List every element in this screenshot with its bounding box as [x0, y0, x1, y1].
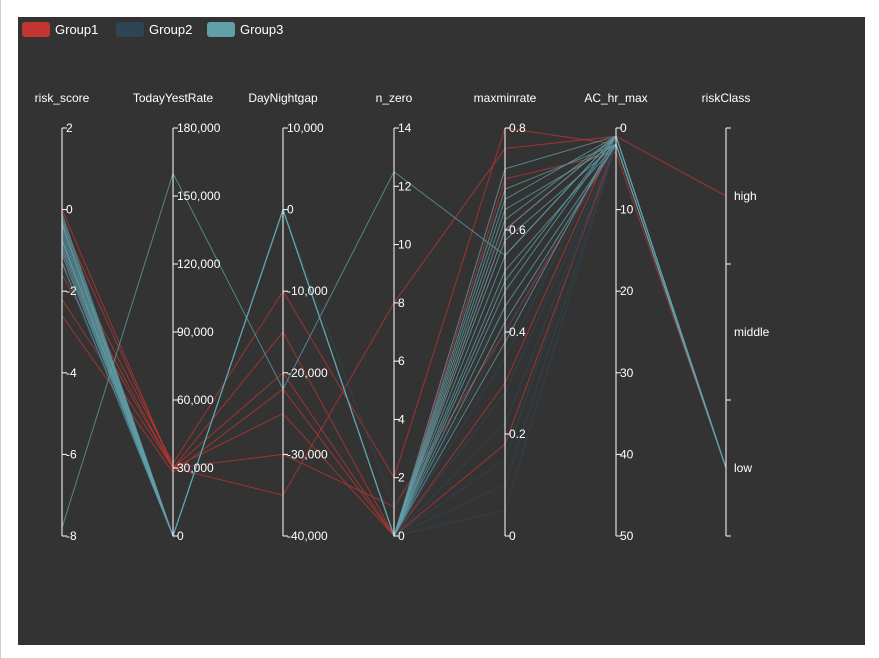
tick-label: 0.8: [509, 121, 526, 135]
legend-swatch-group3: [207, 22, 235, 37]
legend-swatch-group1: [22, 22, 50, 37]
legend[interactable]: Group1 Group2 Group3: [22, 22, 283, 37]
tick-label: 180,000: [177, 121, 221, 135]
tick-label: -10,000: [287, 284, 328, 298]
tick-label: -8: [66, 529, 77, 543]
tick-label: -4: [66, 366, 77, 380]
tick-label: 40: [620, 447, 634, 461]
tick-label: 50: [620, 529, 634, 543]
axis-ac-hr-max: AC_hr_max 0 10 20 30 40 50: [584, 91, 647, 543]
legend-swatch-group2: [116, 22, 144, 37]
axis-name-risk-score: risk_score: [35, 91, 90, 105]
tick-label: 120,000: [177, 257, 221, 271]
tick-label: 12: [398, 179, 412, 193]
tick-label: 6: [398, 354, 405, 368]
tick-label: 0: [620, 121, 627, 135]
legend-label-group2: Group2: [149, 22, 192, 37]
tick-label: 20: [620, 284, 634, 298]
tick-label: 2: [66, 121, 73, 135]
tick-label: 60,000: [177, 393, 214, 407]
axis-name-ac-hr-max: AC_hr_max: [584, 91, 647, 105]
tick-label: -40,000: [287, 529, 328, 543]
tick-label: 0.4: [509, 325, 526, 339]
tick-label: 0: [287, 203, 294, 217]
axis-name-n-zero: n_zero: [376, 91, 413, 105]
axis-name-todayyestrate: TodayYestRate: [133, 91, 214, 105]
tick-label: 10,000: [287, 121, 324, 135]
legend-item-group1[interactable]: Group1: [22, 22, 98, 37]
tick-label: 30,000: [177, 461, 214, 475]
tick-label: 10: [398, 238, 412, 252]
legend-label-group1: Group1: [55, 22, 98, 37]
axis-name-riskclass: riskClass: [702, 91, 751, 105]
axis-daynightgap: DayNightgap 10,000 0 -10,000 -20,000 -30,000 -…: [248, 91, 328, 543]
tick-label: 30: [620, 366, 634, 380]
tick-label: -2: [66, 284, 77, 298]
tick-label: 0: [509, 529, 516, 543]
tick-label: high: [734, 189, 757, 203]
legend-label-group3: Group3: [240, 22, 283, 37]
tick-label: -30,000: [287, 447, 328, 461]
tick-label: 8: [398, 296, 405, 310]
tick-label: 0: [398, 529, 405, 543]
tick-label: middle: [734, 325, 770, 339]
tick-label: 2: [398, 471, 405, 485]
tick-label: 4: [398, 412, 405, 426]
axis-name-maxminrate: maxminrate: [474, 91, 537, 105]
axes-layer: risk_score20-2-4-6-8TodayYestRate180,000…: [35, 91, 770, 543]
axis-n-zero: n_zero 14 12 10 8 6 4 2 0: [376, 91, 413, 543]
chart-panel: [18, 17, 865, 645]
axis-maxminrate: maxminrate 0.8 0.6 0.4 0.2 0: [474, 91, 537, 543]
axis-todayyestrate: TodayYestRate 180,000 150,000 120,000 90,000…: [133, 91, 221, 543]
axis-name-daynightgap: DayNightgap: [248, 91, 318, 105]
tick-label: 150,000: [177, 189, 221, 203]
legend-item-group2[interactable]: Group2: [116, 22, 192, 37]
tick-label: low: [734, 461, 752, 475]
page-left-border: [0, 0, 1, 658]
tick-label: 0: [66, 203, 73, 217]
tick-label: 0.6: [509, 223, 526, 237]
legend-item-group3[interactable]: Group3: [207, 22, 283, 37]
tick-label: 0: [177, 529, 184, 543]
tick-label: 14: [398, 121, 412, 135]
tick-label: 10: [620, 203, 634, 217]
tick-label: -20,000: [287, 366, 328, 380]
tick-label: 0.2: [509, 427, 526, 441]
tick-label: 90,000: [177, 325, 214, 339]
tick-label: -6: [66, 447, 77, 461]
axis-riskclass: riskClass high middle low: [702, 91, 770, 537]
axis-risk-score: risk_score 2 0 -2 -4 -6 -8: [35, 91, 90, 543]
